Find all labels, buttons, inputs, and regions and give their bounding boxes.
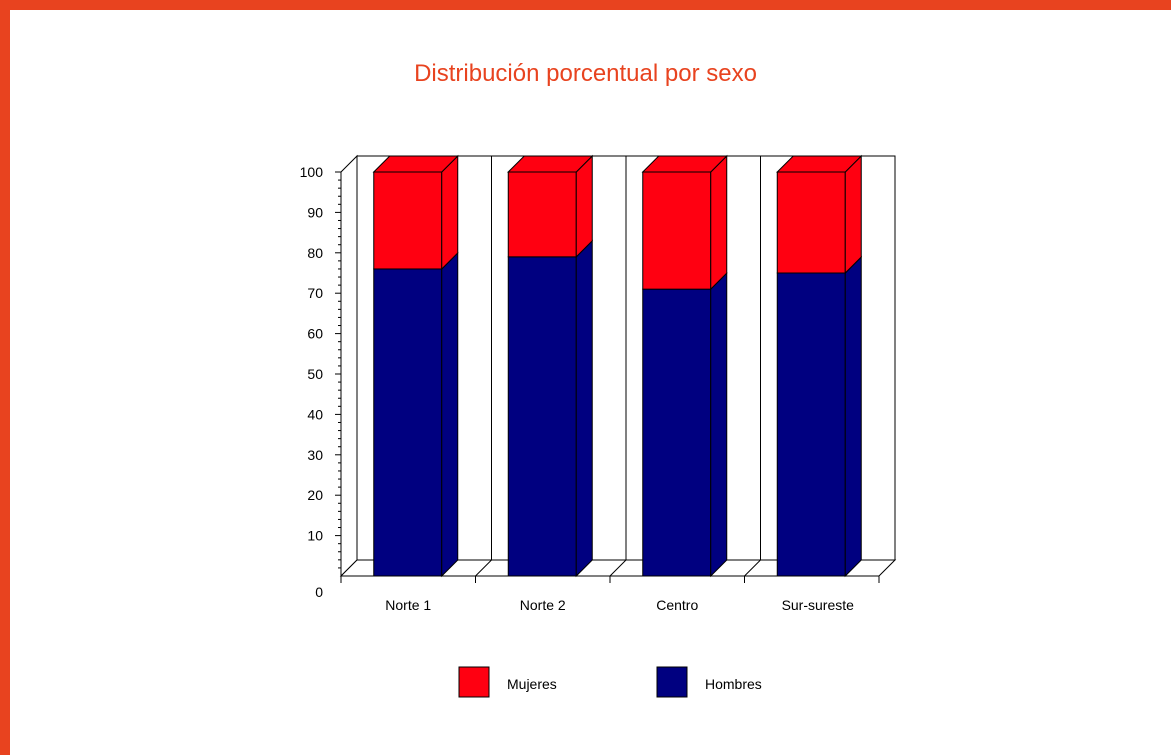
y-tick-label: 80 — [307, 245, 323, 261]
y-tick-label: 30 — [307, 447, 323, 463]
chart-title: Distribución porcentual por sexo — [414, 60, 757, 87]
x-tick-label: Centro — [656, 597, 698, 613]
legend-swatch — [656, 666, 688, 698]
floor-divider — [609, 559, 627, 577]
left-wall — [340, 154, 358, 578]
legend-label: Mujeres — [507, 676, 557, 692]
y-tick-label: 0 — [315, 584, 323, 600]
bar-hombres-front — [373, 268, 443, 577]
bar-mujeres-front — [507, 171, 577, 258]
bar-hombres-front — [776, 272, 846, 577]
bar-group — [776, 154, 863, 578]
bar-mujeres-side — [575, 154, 593, 259]
y-tick-label: 60 — [307, 326, 323, 342]
y-tick-label: 70 — [307, 285, 323, 301]
bar-hombres-side — [844, 255, 862, 578]
legend-swatch — [458, 666, 490, 698]
bar-mujeres-side — [441, 154, 459, 271]
bar-hombres-side — [575, 239, 593, 578]
bar-hombres-front — [642, 288, 712, 577]
x-tick-label: Norte 2 — [520, 597, 566, 613]
x-tick-label: Norte 1 — [385, 597, 431, 613]
bar-mujeres-front — [776, 171, 846, 274]
legend: Mujeres Hombres — [458, 666, 762, 698]
bar-hombres-side — [710, 271, 728, 578]
y-tick-label: 100 — [300, 164, 324, 180]
bar-hombres-front — [507, 256, 577, 577]
floor-divider — [475, 559, 492, 577]
bar-group — [641, 154, 728, 578]
bar-mujeres-front — [373, 171, 443, 270]
bars — [372, 154, 863, 578]
bar-group — [372, 154, 459, 578]
y-tick-label: 50 — [307, 366, 323, 382]
floor-divider — [744, 559, 761, 577]
bar-mujeres-top — [776, 155, 863, 173]
bar-mujeres-top — [641, 155, 728, 173]
y-axis: 0 10 20 30 40 50 60 70 80 90 100 — [300, 164, 341, 600]
x-tick-label: Sur-sureste — [782, 597, 855, 613]
category-dividers — [475, 156, 761, 577]
bar-mujeres-side — [844, 154, 862, 275]
bar-mujeres-top — [372, 155, 459, 173]
bar-mujeres-side — [710, 154, 728, 291]
bar-mujeres-front — [642, 171, 712, 290]
bar-hombres-side — [441, 251, 459, 578]
y-tick-label: 90 — [307, 204, 323, 220]
y-tick-label: 10 — [307, 528, 323, 544]
x-axis: Norte 1 Norte 2 Centro Sur-sureste — [340, 576, 880, 613]
bar-mujeres-top — [507, 155, 594, 173]
y-tick-label: 40 — [307, 406, 323, 422]
bar-group — [507, 154, 594, 578]
legend-label: Hombres — [705, 676, 762, 692]
y-tick-label: 20 — [307, 487, 323, 503]
